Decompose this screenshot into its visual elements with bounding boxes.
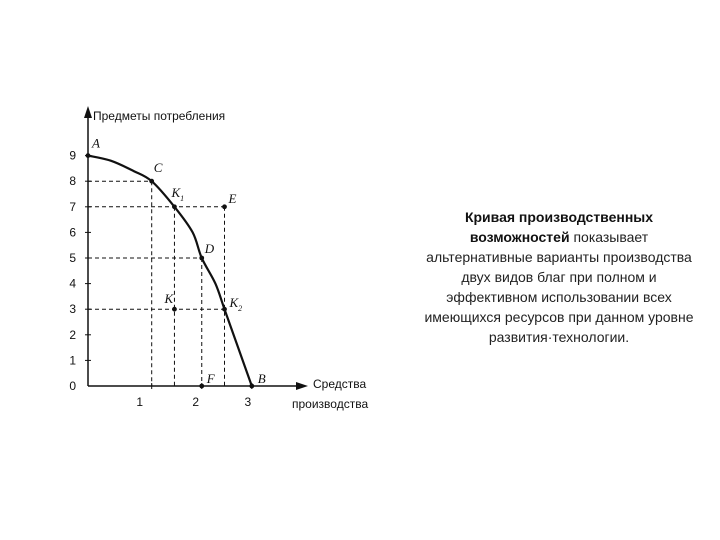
x-axis-label-line1: Средства <box>313 377 366 391</box>
y-tick-label: 4 <box>69 277 76 291</box>
x-axis-arrow <box>296 382 308 390</box>
point-k1 <box>172 204 177 210</box>
tick-labels: 0 1 2 3 4 5 6 7 8 9 1 2 3 <box>69 149 251 409</box>
description-text: Кривая производственных возможностей пок… <box>420 207 698 347</box>
point-label: K1 <box>170 185 184 203</box>
point-e <box>222 204 227 210</box>
point-c <box>149 178 155 184</box>
description-bold: Кривая производственных возможностей <box>464 209 654 245</box>
y-axis-label: Предметы потребления <box>93 109 225 123</box>
point-label: K <box>163 291 174 306</box>
y-tick-label: 5 <box>69 251 76 265</box>
ppf-curve-line <box>87 154 253 387</box>
y-tick-label: 2 <box>69 328 76 342</box>
description-rest: показывает альтернативные варианты произ… <box>424 229 694 345</box>
y-tick-label: 7 <box>69 200 76 214</box>
point-k2 <box>222 306 227 312</box>
guide-lines <box>88 180 225 386</box>
axes <box>84 106 308 390</box>
y-tick-label: 0 <box>69 379 76 393</box>
x-tick-label: 2 <box>192 395 199 409</box>
y-tick-label: 6 <box>69 225 76 239</box>
point-f <box>199 383 205 389</box>
y-tick-label: 3 <box>69 302 76 316</box>
y-tick-label: 1 <box>69 353 76 367</box>
y-tick-label: 8 <box>69 174 76 188</box>
point-b <box>249 383 255 389</box>
point-label: C <box>154 160 163 175</box>
y-tick-label: 9 <box>69 149 76 163</box>
y-axis-arrow <box>84 106 92 118</box>
point-d <box>199 255 205 261</box>
point-label: B <box>258 371 266 386</box>
point-label: K2 <box>229 295 243 313</box>
point-k <box>172 306 177 312</box>
point-label: A <box>91 136 100 151</box>
point-label: F <box>206 371 216 386</box>
point-label: E <box>228 191 237 206</box>
x-tick-label: 1 <box>136 395 143 409</box>
x-axis-label-line2: производства <box>292 397 368 411</box>
point-label: D <box>204 241 215 256</box>
point-a <box>85 153 91 159</box>
ppf-curve <box>87 154 253 387</box>
x-tick-label: 3 <box>244 395 251 409</box>
